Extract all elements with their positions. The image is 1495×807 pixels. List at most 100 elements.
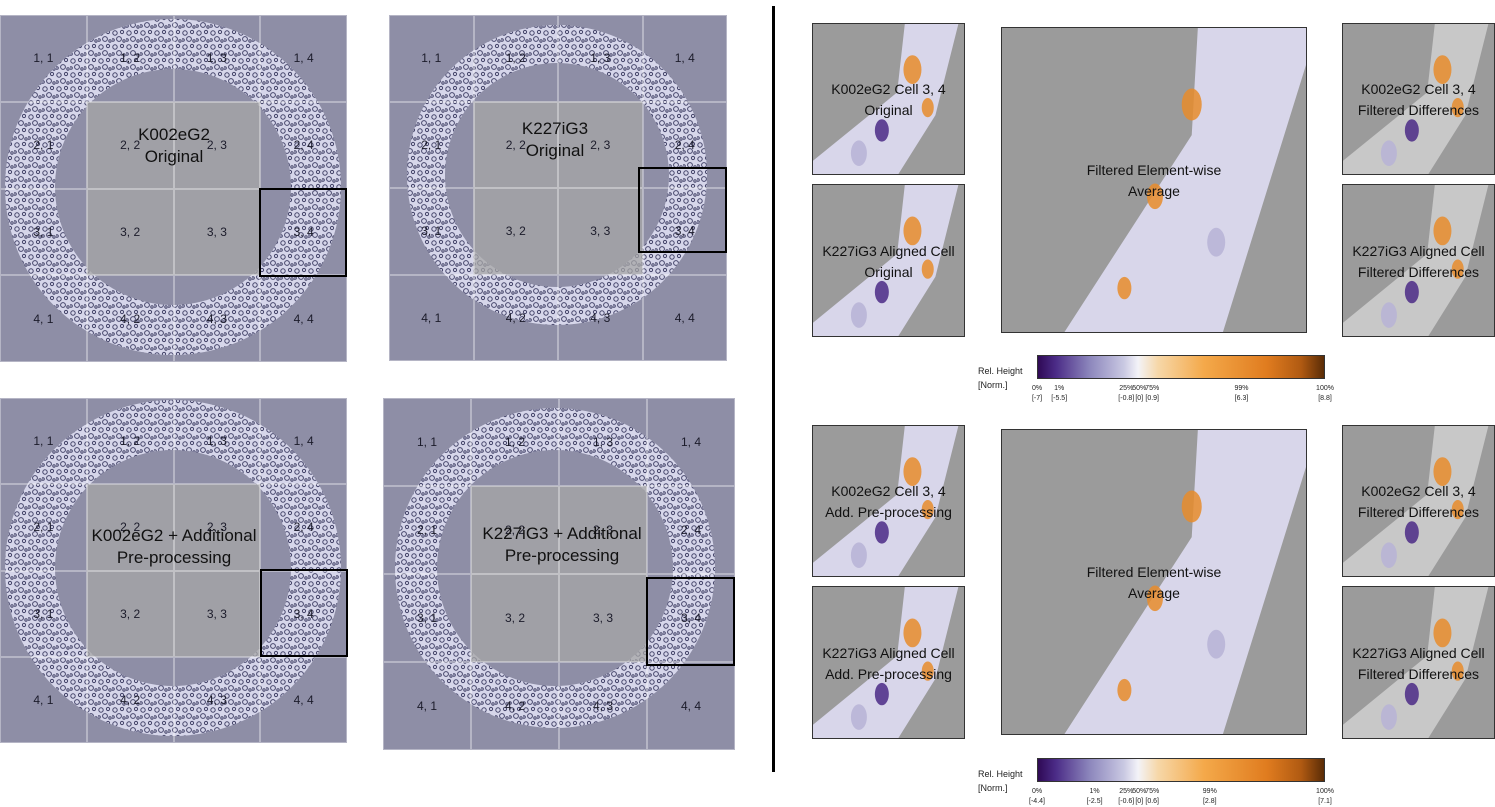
scan-surface-ring (5, 19, 341, 355)
panel-label: K227iG3 Aligned Cell Filtered Differences (1343, 241, 1494, 283)
scan-k227ig3-original: 1, 1 1, 2 1, 3 1, 4 2, 1 2, 2 2, 3 2, 4 3, 1 3, 2… (389, 15, 727, 361)
cell-index-label: 2, 1 (421, 137, 442, 152)
colorbar-percent-tick: 25% (1119, 788, 1134, 795)
colorbar-title: Rel. Height [Norm.] (978, 769, 1023, 794)
interior-region (471, 486, 647, 662)
colorbar-value-tick: [0] (1135, 395, 1144, 402)
panel-aligned-differences: K227iG3 Aligned Cell Filtered Differences (1342, 586, 1495, 739)
cell-index-label: 1, 4 (674, 51, 695, 66)
cell-index-label: 1, 4 (680, 435, 702, 449)
height-map (813, 24, 959, 174)
cell-index-label: 4, 2 (504, 699, 526, 713)
panel-label: K227iG3 Aligned Cell Original (813, 241, 964, 283)
height-map (813, 587, 959, 738)
grid-cell: 1, 2 (86, 15, 174, 102)
colorbar-value-tick: [-4.4] (1029, 798, 1045, 805)
grid-cell: 2, 1 (0, 484, 87, 571)
grid-cell: 1, 2 (473, 15, 558, 102)
colorbar-value-tick: [-7] (1031, 395, 1043, 402)
grid-cell: 4, 3 (558, 274, 643, 361)
highlight-cell-3-4 (260, 569, 348, 657)
grid-cell: 4, 2 (471, 662, 559, 750)
panel-label-line: K227iG3 Aligned Cell (1352, 644, 1485, 661)
panel-filtered-average: Filtered Element-wise Average (1001, 429, 1307, 735)
cell-index-label: 2, 4 (293, 138, 314, 153)
cell-index-label: 1, 1 (421, 51, 442, 66)
panel-label-line: Filtered Differences (1357, 263, 1480, 280)
scan-title-line: K002eG2 (138, 125, 210, 144)
scan-title: K002eG2 Original (64, 124, 284, 168)
grid-cell: 3, 3 (173, 570, 261, 657)
cell-index-label: 4, 2 (120, 311, 141, 326)
cell-index-label: 4, 2 (120, 692, 141, 707)
grid-cell: 4, 4 (642, 274, 727, 361)
cell-index-label: 1, 2 (505, 51, 526, 66)
highlight-cell-3-4 (638, 167, 727, 253)
panel-label-line: K002eG2 Cell 3, 4 (831, 483, 946, 499)
cell-index-label: 2, 2 (504, 523, 526, 537)
height-map (813, 426, 959, 576)
colorbar-value-tick: [-0.6] (1118, 798, 1135, 805)
grid-cell: 1, 4 (642, 15, 727, 102)
grid-cell: 2, 4 (647, 486, 735, 574)
cell-index-label: 3, 2 (504, 611, 526, 625)
cell-index-label: 3, 3 (206, 606, 227, 621)
grid-cell: 4, 1 (0, 656, 87, 743)
colorbar-percent-tick: 1% (1054, 385, 1065, 392)
cell-index-label: 1, 3 (590, 51, 611, 66)
panel-label-line: K227iG3 Aligned Cell (822, 644, 955, 661)
highlight-cell-3-4 (646, 577, 735, 666)
grid-cell: 1, 3 (173, 398, 261, 485)
cell-index-label: 4, 1 (33, 311, 54, 326)
cell-index-label: 4, 3 (590, 310, 611, 325)
grid-cell: 2, 3 (558, 101, 643, 188)
grid-cell: 3, 2 (473, 188, 558, 275)
grid-cell: 2, 1 (383, 486, 471, 574)
cell-index-label: 3, 4 (680, 611, 702, 625)
vertical-divider (772, 6, 775, 772)
height-map (1343, 426, 1489, 576)
colorbar-value-tick: [0.9] (1145, 395, 1159, 402)
panel-label-line: K227iG3 Aligned Cell (822, 242, 955, 259)
height-map (813, 185, 959, 336)
panel-label: K002eG2 Cell 3, 4 Filtered Differences (1343, 79, 1494, 121)
cell-index-label: 2, 4 (680, 523, 702, 537)
scan-surface-ring (407, 25, 707, 325)
grid-cell: 4, 1 (383, 662, 471, 750)
cell-index-label: 1, 1 (33, 434, 54, 449)
grid-cell: 4, 2 (86, 656, 174, 743)
cell-index-label: 4, 3 (592, 699, 614, 713)
colorbar-percent-tick: 99% (1202, 788, 1217, 795)
scan-k227ig3-preprocessed: 1, 1 1, 2 1, 3 1, 4 2, 1 2, 2 2, 3 2, 4 3, 1 3, 2… (383, 398, 735, 750)
grid-cell: 4, 1 (389, 274, 474, 361)
panel-aligned-cell: K227iG3 Aligned Cell Original (812, 184, 965, 337)
grid-cell: 4, 1 (0, 275, 87, 362)
grid-cell: 3, 1 (383, 574, 471, 662)
scan-title-line: Pre-processing (116, 548, 232, 567)
colorbar-title-line: [Norm.] (978, 380, 1008, 390)
cell-index-label: 4, 4 (674, 310, 695, 325)
cell-index-label: 4, 3 (206, 692, 227, 707)
panel-label-line: K002eG2 Cell 3, 4 (1361, 81, 1476, 97)
cell-index-label: 2, 3 (206, 138, 227, 153)
cell-index-label: 3, 1 (33, 606, 54, 621)
grid-cell: 2, 4 (642, 101, 727, 188)
panel-label: K227iG3 Aligned Cell Filtered Differences (1343, 643, 1494, 685)
grid-cell: 2, 2 (473, 101, 558, 188)
colorbar-value-tick: [-2.5] (1086, 798, 1103, 805)
colorbar-title-line: Rel. Height (978, 366, 1023, 376)
interior-region (86, 101, 261, 276)
cell-index-label: 3, 2 (120, 224, 141, 239)
panel-label: K002eG2 Cell 3, 4 Add. Pre-processing (813, 481, 964, 523)
panel-filtered-average: Filtered Element-wise Average (1001, 27, 1307, 333)
grid-cell: 1, 2 (471, 398, 559, 486)
cell-index-label: 4, 4 (680, 699, 702, 713)
grid-cell: 2, 1 (0, 101, 87, 189)
grid-cell: 2, 2 (86, 484, 174, 571)
panel-reference-cell: K002eG2 Cell 3, 4 Add. Pre-processing (812, 425, 965, 577)
grid-cell: 1, 4 (647, 398, 735, 486)
panel-label-line: Filtered Element-wise (1086, 564, 1222, 580)
panel-label-line: Original (864, 263, 913, 280)
scan-surface-ring (5, 400, 341, 736)
cell-index-label: 3, 2 (505, 224, 526, 239)
